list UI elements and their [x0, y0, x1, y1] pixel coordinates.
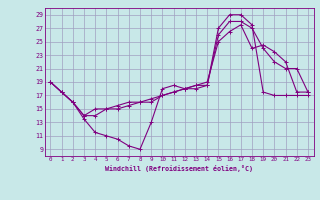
X-axis label: Windchill (Refroidissement éolien,°C): Windchill (Refroidissement éolien,°C) — [105, 165, 253, 172]
